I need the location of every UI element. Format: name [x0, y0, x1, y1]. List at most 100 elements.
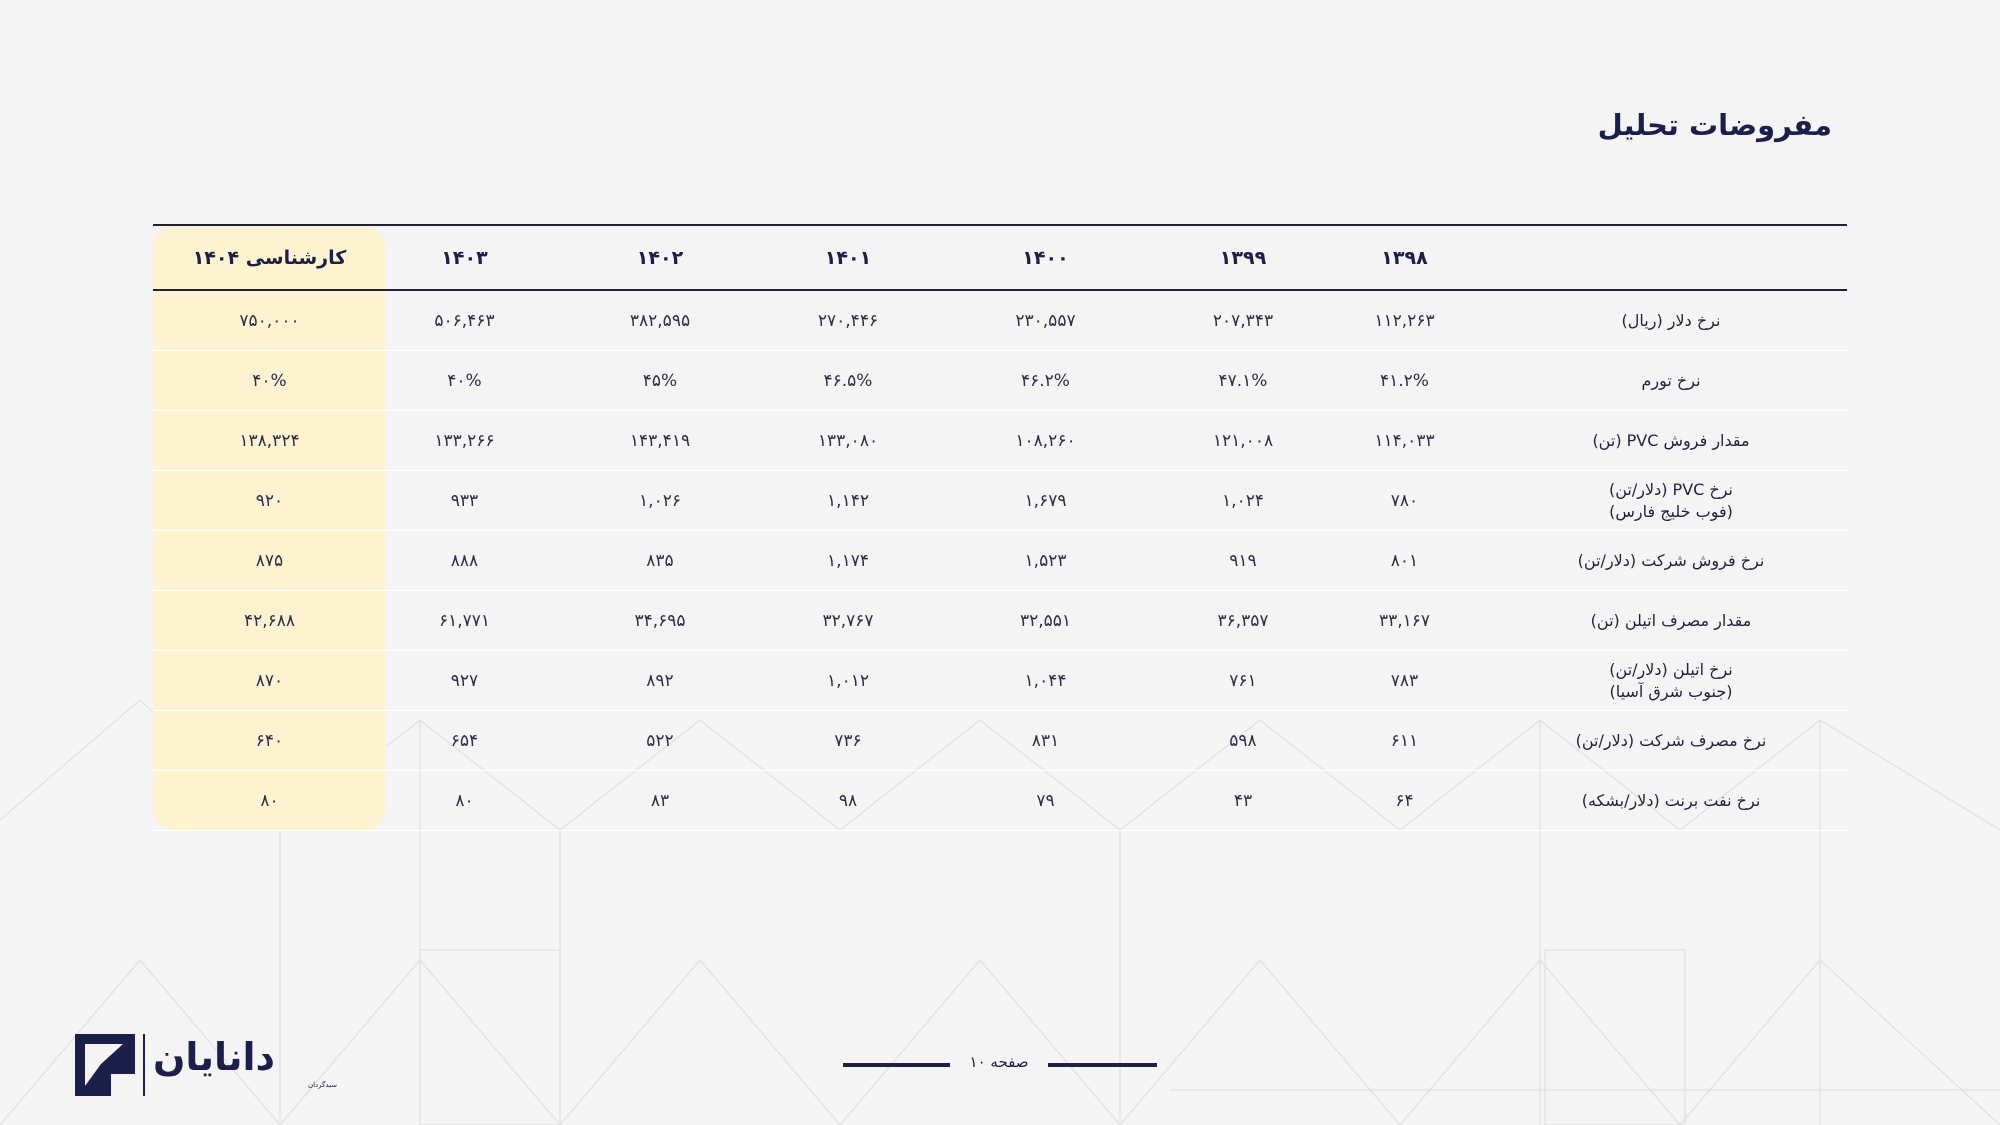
cell-1404: ۹۲۰ — [153, 470, 386, 531]
cell-1401: ۱,۱۴۲ — [777, 470, 919, 531]
pager-line-right — [1048, 1063, 1157, 1067]
cell-1402: ۱,۰۲۶ — [543, 470, 777, 531]
cell-1398: ۷۸۰ — [1314, 470, 1495, 531]
assumptions-table-container: کارشناسی ۱۴۰۴ ۱۴۰۳ ۱۴۰۲ ۱۴۰۱ ۱۴۰۰ ۱۳۹۹ ۱… — [153, 224, 1847, 832]
cell-1398: ۸۰۱ — [1314, 530, 1495, 591]
cell-1401: ۴۶.۵% — [777, 350, 919, 411]
cell-1403: ۹۲۷ — [386, 650, 543, 711]
cell-1403: ۸۰ — [386, 770, 543, 831]
cell-1398: ۱۱۲,۲۶۳ — [1314, 290, 1495, 351]
cell-1404: ۸۰ — [153, 770, 386, 831]
cell-1402: ۳۸۲,۵۹۵ — [543, 290, 777, 351]
cell-1398: ۴۱.۲% — [1314, 350, 1495, 411]
table-header-row: کارشناسی ۱۴۰۴ ۱۴۰۳ ۱۴۰۲ ۱۴۰۱ ۱۴۰۰ ۱۳۹۹ ۱… — [153, 225, 1847, 291]
cell-1403: ۵۰۶,۴۶۳ — [386, 290, 543, 351]
cell-1398: ۳۳,۱۶۷ — [1314, 590, 1495, 651]
header-year-1401: ۱۴۰۱ — [777, 225, 919, 291]
cell-1404: ۷۵۰,۰۰۰ — [153, 290, 386, 351]
cell-1398: ۶۴ — [1314, 770, 1495, 831]
cell-1398: ۷۸۳ — [1314, 650, 1495, 711]
row-label: مقدار فروش PVC (تن) — [1495, 410, 1847, 471]
cell-1403: ۸۸۸ — [386, 530, 543, 591]
header-year-1399: ۱۳۹۹ — [1172, 225, 1314, 291]
table-row: ۸۰ ۸۰ ۸۳ ۹۸ ۷۹ ۴۳ ۶۴ نرخ نفت برنت (دلار/… — [153, 770, 1847, 831]
cell-1401: ۲۷۰,۴۴۶ — [777, 290, 919, 351]
cell-1401: ۱۳۳,۰۸۰ — [777, 410, 919, 471]
cell-1402: ۸۳ — [543, 770, 777, 831]
header-forecast-1404: کارشناسی ۱۴۰۴ — [153, 225, 386, 291]
page-indicator: صفحه ۱۰ — [843, 1050, 1157, 1078]
cell-1400: ۱,۵۲۳ — [919, 530, 1172, 591]
cell-1400: ۱,۶۷۹ — [919, 470, 1172, 531]
table-row: ۱۳۸,۳۲۴ ۱۳۳,۲۶۶ ۱۴۳,۴۱۹ ۱۳۳,۰۸۰ ۱۰۸,۲۶۰ … — [153, 410, 1847, 471]
cell-1402: ۵۲۲ — [543, 710, 777, 771]
logo-text: دانایان — [153, 1035, 276, 1079]
cell-1404: ۸۷۵ — [153, 530, 386, 591]
header-year-1400: ۱۴۰۰ — [919, 225, 1172, 291]
cell-1399: ۹۱۹ — [1172, 530, 1314, 591]
header-year-1403: ۱۴۰۳ — [386, 225, 543, 291]
row-label: نرخ تورم — [1495, 350, 1847, 411]
table-row: ۴۲,۶۸۸ ۶۱,۷۷۱ ۳۴,۶۹۵ ۳۲,۷۶۷ ۳۲,۵۵۱ ۳۶,۳۵… — [153, 590, 1847, 651]
row-label: نرخ اتیلن (دلار/تن) (جنوب شرق آسیا) — [1495, 650, 1847, 711]
page-number: صفحه ۱۰ — [969, 1053, 1029, 1071]
cell-1404: ۶۴۰ — [153, 710, 386, 771]
table-row: ۶۴۰ ۶۵۴ ۵۲۲ ۷۳۶ ۸۳۱ ۵۹۸ ۶۱۱ نرخ مصرف شرک… — [153, 710, 1847, 771]
cell-1401: ۷۳۶ — [777, 710, 919, 771]
table-row: ۹۲۰ ۹۳۳ ۱,۰۲۶ ۱,۱۴۲ ۱,۶۷۹ ۱,۰۲۴ ۷۸۰ نرخ … — [153, 470, 1847, 531]
table-row: ۸۷۵ ۸۸۸ ۸۳۵ ۱,۱۷۴ ۱,۵۲۳ ۹۱۹ ۸۰۱ نرخ فروش… — [153, 530, 1847, 591]
row-label: نرخ PVC (دلار/تن) (فوب خلیج فارس) — [1495, 470, 1847, 531]
cell-1402: ۴۵% — [543, 350, 777, 411]
cell-1400: ۴۶.۲% — [919, 350, 1172, 411]
cell-1398: ۶۱۱ — [1314, 710, 1495, 771]
cell-1403: ۹۳۳ — [386, 470, 543, 531]
row-label: نرخ نفت برنت (دلار/بشکه) — [1495, 770, 1847, 831]
cell-1400: ۳۲,۵۵۱ — [919, 590, 1172, 651]
logo-divider — [143, 1034, 145, 1096]
logo-subtext: سبدگردان — [307, 1081, 337, 1089]
cell-1399: ۳۶,۳۵۷ — [1172, 590, 1314, 651]
cell-1404: ۴۰% — [153, 350, 386, 411]
cell-1399: ۵۹۸ — [1172, 710, 1314, 771]
cell-1403: ۴۰% — [386, 350, 543, 411]
cell-1400: ۲۳۰,۵۵۷ — [919, 290, 1172, 351]
row-label: نرخ دلار (ریال) — [1495, 290, 1847, 351]
cell-1404: ۱۳۸,۳۲۴ — [153, 410, 386, 471]
cell-1403: ۱۳۳,۲۶۶ — [386, 410, 543, 471]
header-year-1402: ۱۴۰۲ — [543, 225, 777, 291]
cell-1399: ۲۰۷,۳۴۳ — [1172, 290, 1314, 351]
header-year-1398: ۱۳۹۸ — [1314, 225, 1495, 291]
cell-1400: ۸۳۱ — [919, 710, 1172, 771]
cell-1401: ۱,۰۱۲ — [777, 650, 919, 711]
row-label: نرخ مصرف شرکت (دلار/تن) — [1495, 710, 1847, 771]
table-row: ۸۷۰ ۹۲۷ ۸۹۲ ۱,۰۱۲ ۱,۰۴۴ ۷۶۱ ۷۸۳ نرخ اتیل… — [153, 650, 1847, 711]
pager-line-left — [843, 1063, 950, 1067]
danayan-logo-mark-icon — [75, 1034, 135, 1096]
row-label: نرخ فروش شرکت (دلار/تن) — [1495, 530, 1847, 591]
cell-1403: ۶۵۴ — [386, 710, 543, 771]
cell-1401: ۱,۱۷۴ — [777, 530, 919, 591]
cell-1399: ۴۳ — [1172, 770, 1314, 831]
cell-1400: ۷۹ — [919, 770, 1172, 831]
cell-1404: ۴۲,۶۸۸ — [153, 590, 386, 651]
cell-1402: ۸۳۵ — [543, 530, 777, 591]
cell-1399: ۷۶۱ — [1172, 650, 1314, 711]
cell-1400: ۱۰۸,۲۶۰ — [919, 410, 1172, 471]
page-title: مفروضات تحلیل — [1597, 108, 1832, 142]
table-row: ۷۵۰,۰۰۰ ۵۰۶,۴۶۳ ۳۸۲,۵۹۵ ۲۷۰,۴۴۶ ۲۳۰,۵۵۷ … — [153, 290, 1847, 351]
cell-1399: ۱,۰۲۴ — [1172, 470, 1314, 531]
cell-1402: ۳۴,۶۹۵ — [543, 590, 777, 651]
header-label — [1495, 225, 1847, 291]
cell-1401: ۹۸ — [777, 770, 919, 831]
table-row: ۴۰% ۴۰% ۴۵% ۴۶.۵% ۴۶.۲% ۴۷.۱% ۴۱.۲% نرخ … — [153, 350, 1847, 411]
cell-1399: ۴۷.۱% — [1172, 350, 1314, 411]
cell-1403: ۶۱,۷۷۱ — [386, 590, 543, 651]
cell-1398: ۱۱۴,۰۳۳ — [1314, 410, 1495, 471]
assumptions-table: کارشناسی ۱۴۰۴ ۱۴۰۳ ۱۴۰۲ ۱۴۰۱ ۱۴۰۰ ۱۳۹۹ ۱… — [153, 224, 1847, 831]
company-logo: دانایان سبدگردان — [75, 1034, 337, 1098]
cell-1402: ۸۹۲ — [543, 650, 777, 711]
cell-1399: ۱۲۱,۰۰۸ — [1172, 410, 1314, 471]
cell-1402: ۱۴۳,۴۱۹ — [543, 410, 777, 471]
row-label: مقدار مصرف اتیلن (تن) — [1495, 590, 1847, 651]
cell-1401: ۳۲,۷۶۷ — [777, 590, 919, 651]
